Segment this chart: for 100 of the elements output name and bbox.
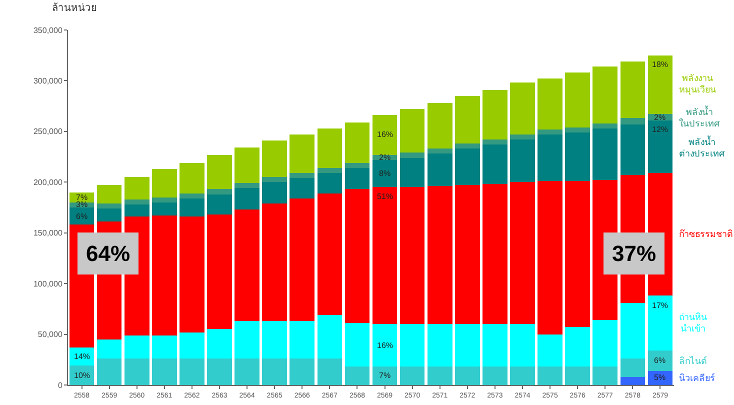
- bar: [124, 177, 150, 200]
- bar: [565, 181, 590, 328]
- y-tick-label: 0: [58, 380, 63, 390]
- annotation: 16%: [377, 130, 394, 139]
- bar: [620, 61, 646, 118]
- bar: [207, 329, 232, 359]
- series-label: ลิกไนต์: [679, 355, 707, 366]
- bar: [207, 214, 232, 330]
- bar: [152, 358, 177, 385]
- bar: [344, 162, 370, 168]
- bar: [234, 358, 260, 385]
- bar: [344, 122, 370, 163]
- bar: [317, 173, 342, 194]
- bar: [207, 189, 232, 194]
- bar: [510, 82, 535, 134]
- series-label: พลังน้ำ ต่างประเทศ: [679, 135, 725, 159]
- bar: [290, 178, 315, 198]
- bar: [344, 366, 370, 385]
- bar: [262, 203, 287, 322]
- bar: [96, 185, 122, 204]
- annotation: 10%: [74, 371, 90, 380]
- bar: [207, 358, 232, 385]
- bar: [372, 187, 398, 324]
- series-label: พลังงาน หมุนเวียน: [679, 73, 716, 96]
- annotation: 7%: [379, 371, 391, 380]
- annotation: 2%: [654, 113, 666, 122]
- bar: [455, 366, 480, 385]
- bar: [234, 321, 260, 359]
- bar: [96, 208, 122, 222]
- series-label: พลังน้ำ ในประเทศ: [679, 105, 720, 129]
- annotation: 6%: [76, 212, 88, 221]
- bar: [234, 148, 260, 184]
- bar: [648, 296, 673, 351]
- annotation: 18%: [652, 60, 668, 69]
- y-tick-label: 250,000: [33, 127, 63, 136]
- y-tick-label: 350,000: [33, 26, 63, 35]
- bar: [482, 90, 508, 140]
- bar: [538, 129, 562, 134]
- annotation: 5%: [654, 373, 666, 382]
- bar: [124, 358, 150, 385]
- annotation: 37%: [612, 241, 656, 266]
- bar: [482, 144, 508, 184]
- bar: [317, 128, 342, 168]
- bar: [482, 366, 508, 385]
- series-label: ถ่านหิน นำเข้า: [679, 312, 707, 334]
- bar: [455, 185, 480, 324]
- bar: [290, 321, 315, 359]
- bar: [207, 154, 232, 190]
- y-tick-label: 150,000: [33, 228, 63, 238]
- bar: [234, 210, 260, 322]
- bar: [455, 324, 480, 367]
- bar: [344, 189, 370, 324]
- bar: [400, 187, 425, 324]
- bar: [455, 148, 480, 186]
- annotation: 64%: [86, 241, 130, 266]
- bar: [482, 140, 508, 145]
- series-label: ก๊าซธรรมชาติ: [679, 229, 733, 239]
- bar: [317, 193, 342, 316]
- bar: [482, 184, 508, 324]
- bar: [317, 315, 342, 359]
- bar: [180, 358, 204, 385]
- y-tick-label: 100,000: [33, 279, 63, 288]
- bar: [510, 182, 535, 324]
- bar: [344, 323, 370, 367]
- bar: [96, 339, 122, 359]
- bar: [427, 324, 452, 367]
- bar: [96, 358, 122, 385]
- bar: [372, 366, 398, 385]
- bar: [96, 203, 122, 209]
- bar: [124, 204, 150, 217]
- bar: [180, 162, 204, 194]
- y-axis-title: ล้านหน่วย: [52, 2, 97, 14]
- bar: [427, 103, 452, 149]
- bar: [180, 332, 204, 359]
- y-tick-label: 200,000: [33, 178, 63, 187]
- bar: [152, 197, 177, 202]
- bar: [538, 334, 562, 367]
- annotation: 51%: [377, 192, 394, 201]
- bar: [455, 144, 480, 149]
- bar: [152, 202, 177, 216]
- annotation: 7%: [76, 193, 88, 202]
- bar: [510, 324, 535, 367]
- bar: [152, 168, 177, 198]
- bar: [317, 358, 342, 385]
- bar: [124, 199, 150, 204]
- bar: [427, 366, 452, 385]
- bar: [234, 188, 260, 210]
- bar: [180, 198, 204, 217]
- bar: [400, 324, 425, 367]
- bar: [262, 182, 287, 204]
- bar: [262, 321, 287, 359]
- bar: [510, 366, 535, 385]
- bar: [400, 366, 425, 385]
- bar: [372, 324, 398, 367]
- bar: [180, 193, 204, 198]
- bar: [427, 148, 452, 154]
- bar: [620, 376, 646, 385]
- bar: [510, 140, 535, 182]
- bar: [510, 134, 535, 140]
- annotation: 16%: [377, 341, 394, 350]
